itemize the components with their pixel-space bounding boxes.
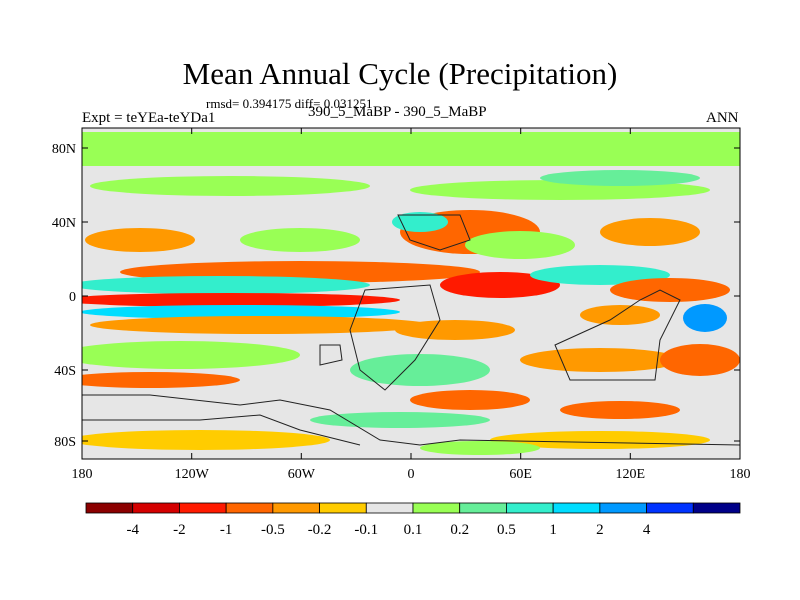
colorbar-swatch: [599, 502, 647, 514]
colorbar-label: 4: [643, 522, 651, 538]
colorbar-swatch: [459, 502, 507, 514]
lon-tick-label: 60E: [509, 467, 532, 482]
colorbar-label: -0.1: [354, 522, 378, 538]
lat-tick-label: 40S: [54, 364, 76, 379]
colorbar-swatch: [692, 502, 741, 514]
lat-tick-label: 0: [69, 290, 76, 305]
lat-tick-label: 40N: [52, 216, 76, 231]
precipitation-field: [82, 128, 740, 459]
lat-tick-label: 80N: [52, 142, 76, 157]
colorbar-swatch: [646, 502, 694, 514]
colorbar-swatch: [319, 502, 367, 514]
lon-tick-label: 120E: [616, 467, 646, 482]
experiment-label: Expt = teYEa-teYDa1: [82, 110, 216, 126]
lon-tick-label: 120W: [175, 467, 210, 482]
stats-label: rmsd= 0.394175 diff= 0.031251: [206, 96, 373, 111]
lat-tick-label: 80S: [54, 435, 76, 450]
colorbar-swatch: [179, 502, 227, 514]
lon-tick-label: 180: [730, 467, 751, 482]
colorbar-swatch: [85, 502, 134, 514]
lon-tick-label: 0: [408, 467, 415, 482]
page-title: Mean Annual Cycle (Precipitation): [182, 56, 618, 91]
colorbar-swatch: [412, 502, 461, 514]
field-band-north: [82, 132, 740, 166]
colorbar-label: 2: [596, 522, 604, 538]
colorbar-label: 0.1: [404, 522, 423, 538]
land-outlines: [82, 214, 740, 446]
colorbar-swatch: [506, 502, 554, 514]
colorbar-label: 1: [549, 522, 557, 538]
colorbar-swatch: [225, 502, 274, 514]
colorbar-label: 0.2: [450, 522, 469, 538]
colorbar-label: -1: [220, 522, 233, 538]
colorbar-label: -4: [126, 522, 139, 538]
colorbar-swatch: [552, 502, 601, 514]
colorbar-swatch: [365, 502, 414, 514]
latitude-axis: 80N 40N 0 40S 80S: [52, 142, 740, 450]
longitude-axis: 180 120W 60W 0 60E 120E 180: [72, 128, 751, 482]
colorbar: -4 -2 -1 -0.5 -0.2 -0.1 0.1 0.2 0.5 1 2 4: [85, 502, 741, 538]
lon-tick-label: 180: [72, 467, 93, 482]
colorbar-swatch: [132, 502, 180, 514]
colorbar-swatch: [272, 502, 320, 514]
lon-tick-label: 60W: [288, 467, 316, 482]
colorbar-label: 0.5: [497, 522, 516, 538]
season-label: ANN: [706, 110, 739, 126]
colorbar-label: -2: [173, 522, 186, 538]
colorbar-label: -0.2: [308, 522, 332, 538]
colorbar-label: -0.5: [261, 522, 285, 538]
run-comparison-label: 390_5_MaBP - 390_5_MaBP: [308, 104, 487, 120]
